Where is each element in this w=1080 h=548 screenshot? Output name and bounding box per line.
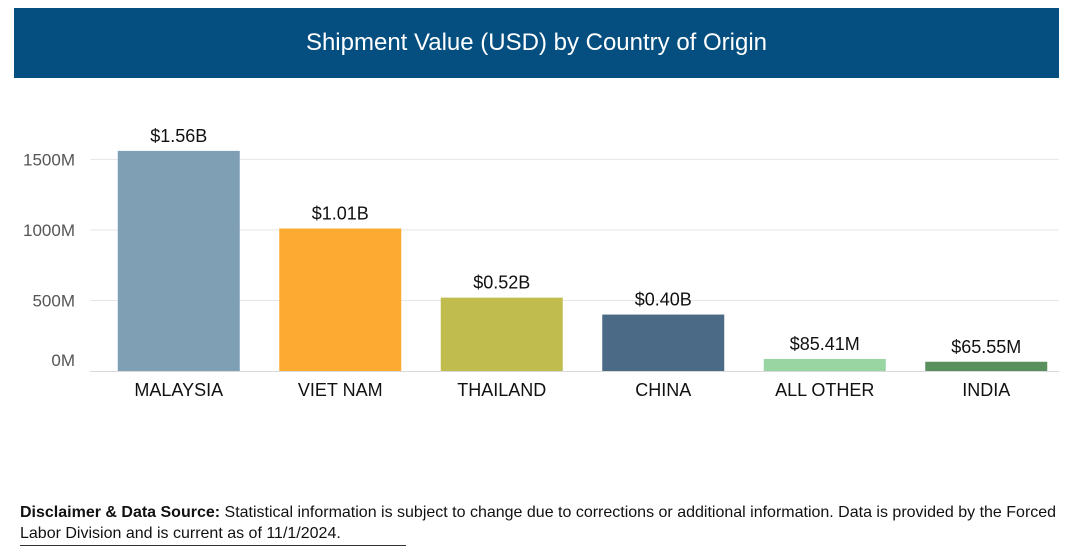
bar [440, 297, 563, 371]
x-tick-label: MALAYSIA [134, 380, 223, 400]
bar [763, 358, 886, 371]
data-label: $1.56B [150, 126, 207, 146]
footer-divider [20, 545, 406, 546]
chart-title-bar: Shipment Value (USD) by Country of Origi… [14, 8, 1059, 78]
y-tick-label: 500M [32, 291, 75, 310]
bar [117, 150, 240, 371]
data-label: $0.40B [635, 290, 692, 310]
y-tick-label: 1500M [23, 150, 75, 169]
bar [602, 314, 725, 371]
data-label: $65.55M [951, 337, 1021, 357]
data-label: $1.01B [312, 203, 369, 223]
y-tick-label: 1000M [23, 221, 75, 240]
x-tick-label: INDIA [962, 380, 1010, 400]
x-tick-label: VIET NAM [298, 380, 383, 400]
disclaimer: Disclaimer & Data Source: Statistical in… [20, 502, 1060, 544]
disclaimer-label: Disclaimer & Data Source: [20, 504, 221, 521]
data-label: $85.41M [790, 334, 860, 354]
bar [925, 361, 1048, 371]
x-tick-label: THAILAND [457, 380, 546, 400]
y-tick-label: 0M [51, 351, 75, 370]
data-label: $0.52B [473, 273, 530, 293]
x-tick-label: ALL OTHER [775, 380, 874, 400]
bar [279, 228, 402, 371]
chart-title: Shipment Value (USD) by Country of Origi… [305, 29, 768, 56]
disclaimer-text: Statistical information is subject to ch… [20, 504, 1057, 542]
x-tick-label: CHINA [635, 380, 691, 400]
